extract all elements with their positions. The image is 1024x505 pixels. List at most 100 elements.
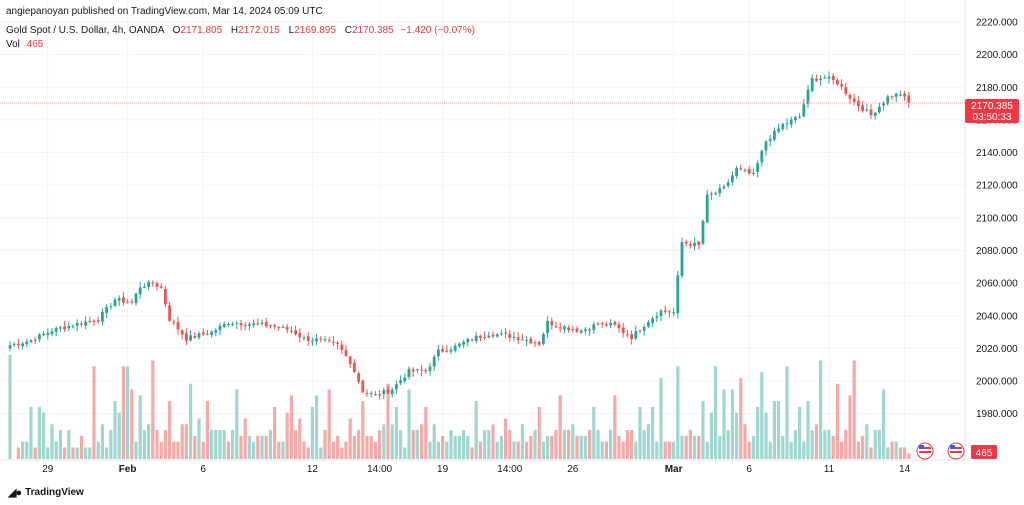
candle-body	[428, 366, 432, 371]
candle-body	[399, 380, 402, 384]
volume-bar	[100, 424, 104, 459]
candle-body	[210, 331, 213, 336]
candle-body	[680, 242, 684, 276]
volume-bar	[802, 441, 806, 459]
candle-body	[634, 331, 638, 339]
volume-bar	[260, 435, 264, 459]
volume-bar	[877, 430, 881, 459]
candle-body	[63, 326, 66, 330]
candle-body	[50, 331, 54, 334]
candle-body	[411, 369, 415, 372]
volume-bar	[373, 441, 377, 459]
volume-bar	[831, 435, 835, 459]
us-flag-icon[interactable]	[947, 442, 965, 460]
volume-key[interactable]: Vol	[6, 39, 20, 50]
candle-body	[756, 163, 759, 172]
candle-body	[277, 327, 281, 329]
candle-body	[441, 349, 444, 352]
candle-body	[189, 335, 192, 341]
candle-body	[495, 334, 499, 337]
candle-body	[760, 150, 764, 163]
volume-bar	[214, 430, 218, 459]
volume-bar	[512, 441, 516, 459]
candle-body	[134, 293, 138, 304]
volume-bar	[541, 441, 545, 459]
candle-body	[596, 323, 600, 325]
candle-body	[54, 327, 58, 332]
candle-body	[344, 350, 348, 356]
volume-bar	[172, 441, 176, 459]
us-flag-icon[interactable]	[916, 442, 934, 460]
candle-body	[815, 78, 818, 81]
candle-body	[353, 362, 356, 373]
volume-bar	[516, 441, 520, 459]
candle-body	[8, 345, 12, 349]
candle-body	[109, 306, 113, 308]
volume-bar	[508, 430, 512, 459]
volume-bar	[798, 406, 802, 459]
tradingview-logo[interactable]: ◢● TradingView	[8, 486, 84, 499]
volume-bar	[709, 412, 713, 459]
candle-body	[894, 93, 898, 97]
candle-body	[105, 306, 108, 313]
volume-bar	[197, 418, 201, 459]
time-tick: 26	[567, 464, 579, 475]
candle-body	[642, 326, 646, 331]
volume-bar	[823, 430, 827, 459]
price-tick: 2100.000	[976, 213, 1018, 224]
candle-body	[424, 370, 428, 372]
price-axis[interactable]: 2220.0002200.0002180.0002160.0002140.000…	[976, 18, 1018, 421]
candle-body	[59, 327, 62, 329]
volume-bar	[16, 447, 20, 459]
price-tick: 2080.000	[976, 246, 1018, 257]
candle-body	[693, 242, 696, 246]
candle-body	[449, 349, 453, 352]
volume-bar	[663, 441, 667, 459]
candle-body	[567, 327, 570, 331]
volume-bar	[138, 395, 142, 459]
published-line: angiepanoyan published on TradingView.co…	[6, 6, 323, 17]
candle-body	[88, 320, 92, 322]
candle-body	[697, 241, 701, 245]
volume-bar	[298, 418, 302, 459]
candle-body	[521, 339, 524, 341]
candle-body	[726, 182, 730, 186]
time-tick: 6	[200, 464, 206, 475]
last-price-badge	[965, 99, 1019, 123]
candle-body	[92, 320, 96, 322]
volume-bar	[348, 418, 352, 459]
volume-bar	[562, 430, 566, 459]
volume-bar	[369, 435, 373, 459]
volume-bar	[676, 366, 680, 459]
volume-bar	[323, 430, 327, 459]
volume-bar	[781, 435, 785, 459]
volume-bar	[180, 424, 184, 459]
candle-body	[777, 128, 780, 132]
candle-body	[96, 320, 100, 322]
volume-bar	[495, 441, 499, 459]
volume-bar	[54, 441, 58, 459]
volume-bar	[382, 424, 386, 459]
candle-body	[332, 341, 335, 343]
candle-body	[672, 312, 675, 314]
candle-body	[193, 335, 197, 338]
candle-body	[201, 332, 205, 335]
volume-bar	[239, 435, 243, 459]
candle-body	[231, 323, 234, 326]
candle-body	[239, 323, 243, 326]
volume-bar	[487, 430, 491, 459]
volume-value: 465	[26, 39, 44, 50]
volume-bar	[399, 430, 403, 459]
candle-body	[432, 356, 436, 367]
volume-bar	[163, 430, 167, 459]
symbol-title[interactable]: Gold Spot / U.S. Dollar, 4h, OANDA	[6, 25, 164, 36]
price-tick: 2040.000	[976, 311, 1018, 322]
candle-body	[281, 326, 285, 328]
candle-body	[869, 109, 873, 115]
candle-body	[420, 369, 423, 371]
time-axis[interactable]: 29 Feb 6 12 14:00 19 14:00 26 Mar 6 11 14	[42, 464, 910, 475]
candle-body	[512, 337, 516, 339]
candle-body	[491, 334, 495, 337]
volume-bar	[529, 435, 533, 459]
